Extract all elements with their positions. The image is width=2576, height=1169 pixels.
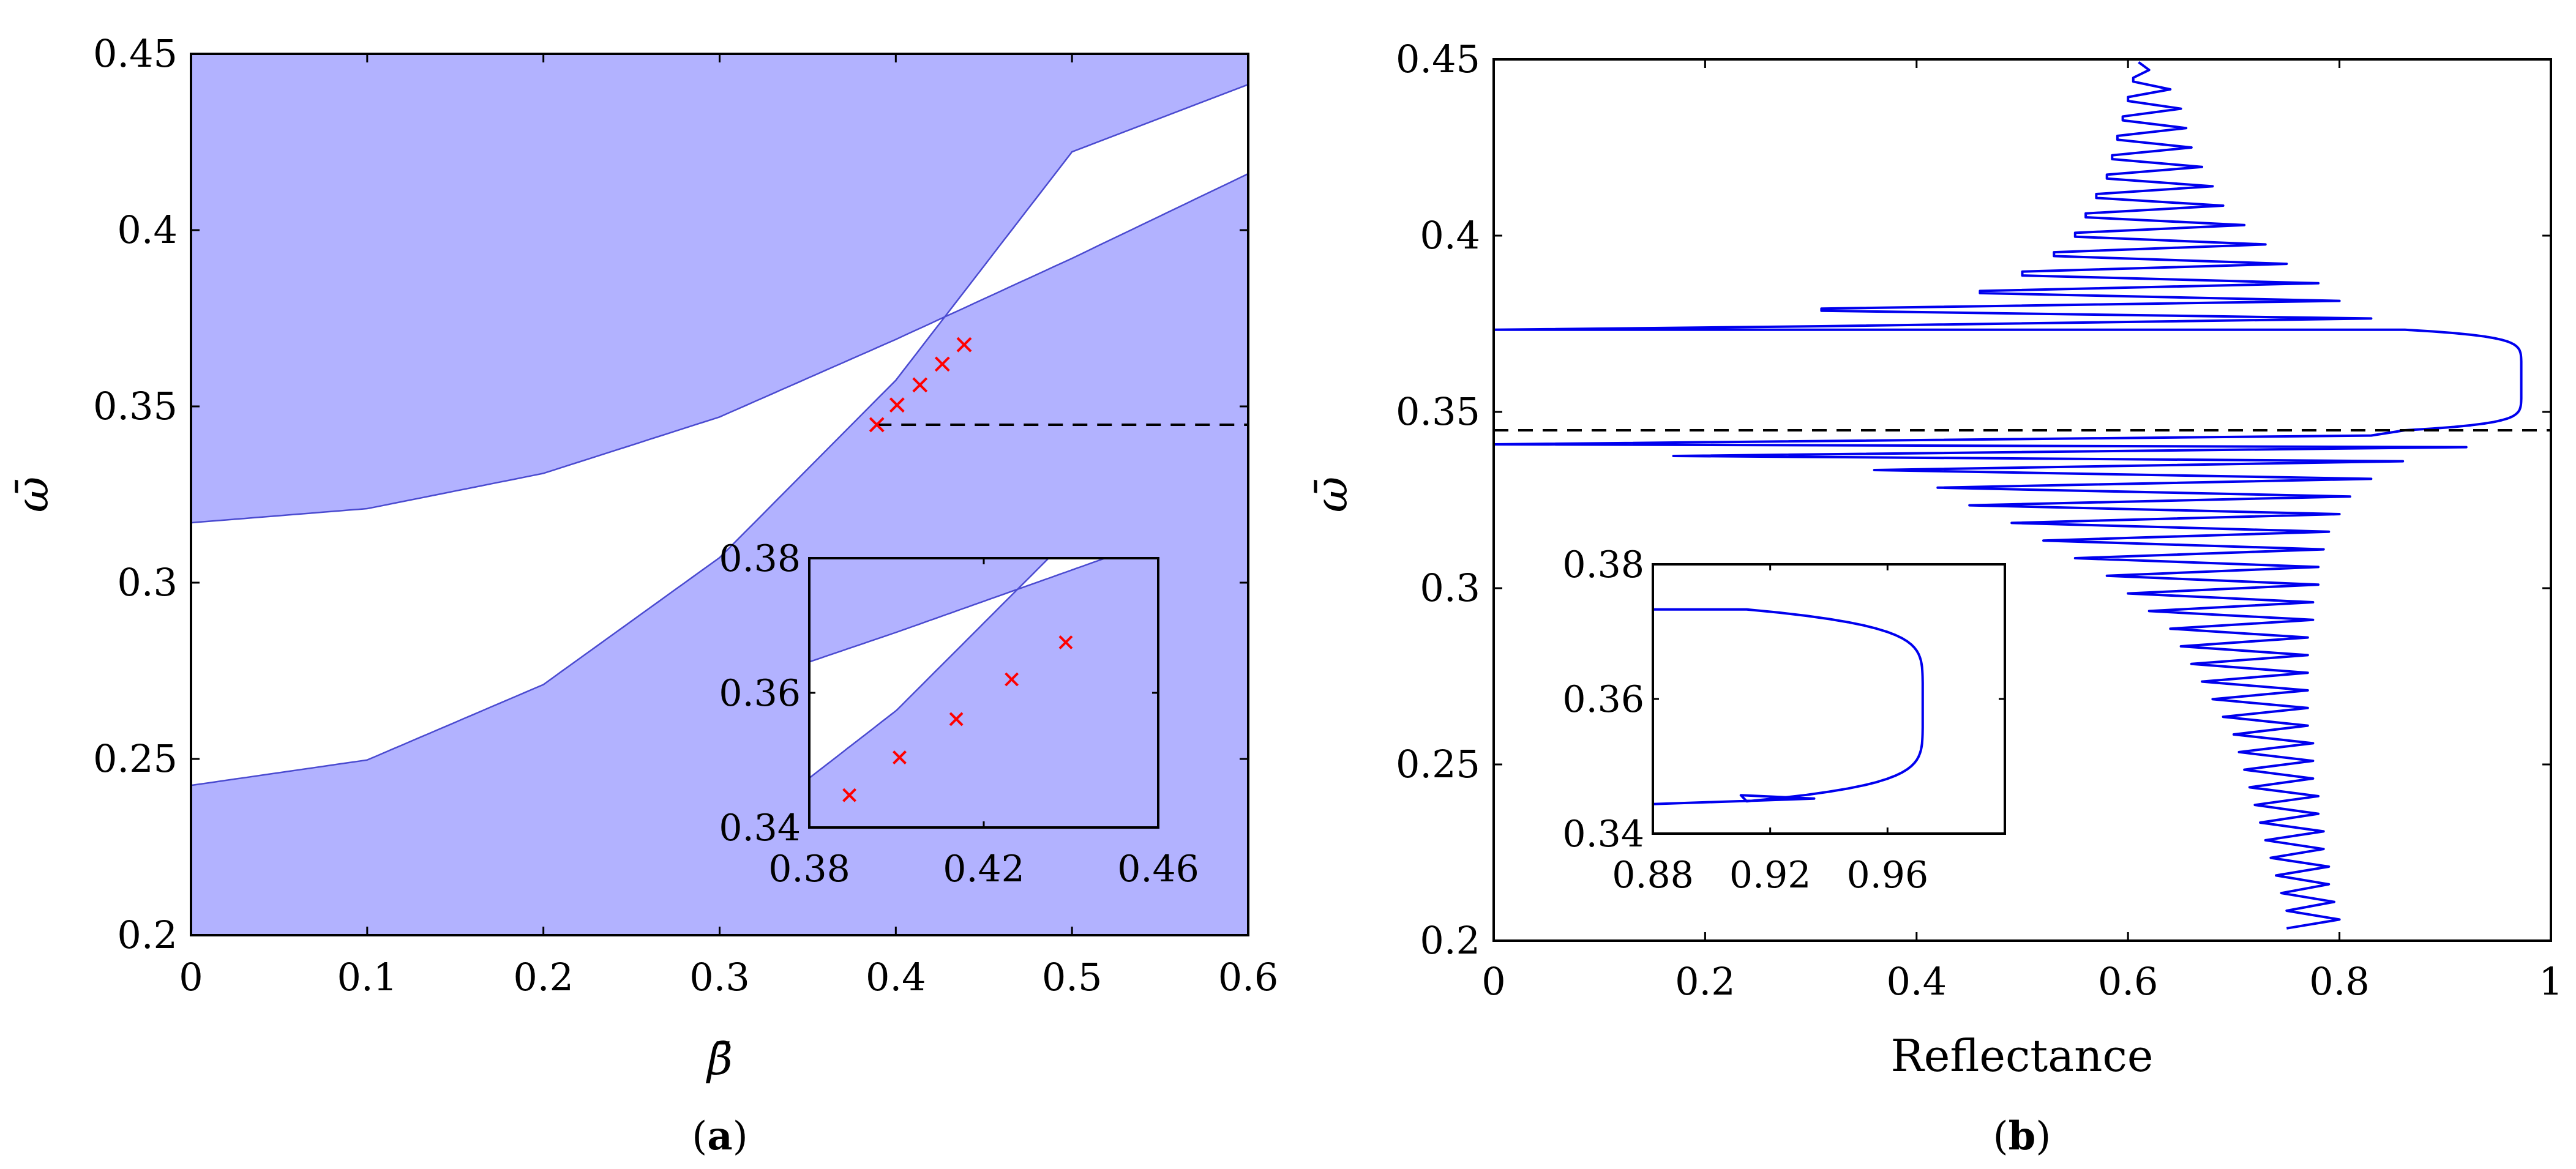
- panel-a-plot-area: [191, 54, 1248, 935]
- panel-b-y-tick-label: 0.3: [1420, 566, 1480, 610]
- panel-a-caption: (a): [692, 1113, 747, 1159]
- panel-b-reflectance-curve: [1494, 61, 2523, 930]
- panel-a-y-tick-label: 0.3: [117, 560, 178, 605]
- panel-b-inset-x-tick-label: 0.88: [1612, 854, 1694, 897]
- panel-a-inset-band-gap: [809, 558, 1107, 779]
- panel-a-x-ticks: 0 0.1 0.2 0.3 0.4 0.5 0.6: [179, 54, 1278, 999]
- panel-a-marker: [934, 356, 950, 372]
- panel-b-inset-y-tick-label: 0.36: [1562, 678, 1644, 721]
- panel-a-inset-y-tick-label: 0.38: [719, 537, 801, 580]
- panel-b-y-tick-label: 0.4: [1420, 213, 1480, 258]
- panel-a-x-tick-label: 0: [179, 955, 203, 999]
- panel-a-inset-markers: [842, 635, 1073, 802]
- panel-a-band-gap: [191, 83, 1248, 786]
- panel-b-inset-x-tick-label: 0.96: [1847, 854, 1929, 897]
- panel-b-y-tick-label: 0.2: [1420, 918, 1480, 963]
- panel-a-x-tick-label: 0.1: [337, 955, 398, 999]
- panel-b-x-tick-label: 1: [2539, 959, 2563, 1004]
- panel-b-inset-x-ticks: 0.88 0.92 0.96: [1612, 564, 1928, 897]
- panel-b-y-tick-label: 0.45: [1396, 37, 1480, 81]
- panel-b-caption: (b): [1993, 1113, 2051, 1159]
- panel-b-x-tick-label: 0: [1481, 959, 1505, 1004]
- panel-a-inset: 0.38 0.42 0.46 0.34 0.36 0.38: [719, 537, 1199, 891]
- panel-a-caption-letter: a: [707, 1113, 732, 1159]
- panel-a-x-tick-label: 0.5: [1042, 955, 1103, 999]
- panel-a-inset-x-tick-label: 0.42: [943, 848, 1025, 891]
- panel-a-inset-y-ticks: 0.34 0.36 0.38: [719, 537, 1158, 850]
- panel-a-marker: [889, 397, 905, 413]
- panel-a-inset-x-ticks: 0.38 0.42 0.46: [768, 558, 1199, 891]
- panel-b-plot-area: [1494, 61, 2551, 930]
- panel-a-y-tick-label: 0.4: [117, 207, 178, 252]
- panel-b-frame: [1492, 58, 2552, 942]
- panel-a-y-tick-label: 0.35: [93, 384, 178, 428]
- panel-a-y-tick-label: 0.2: [117, 913, 178, 957]
- panel-a-y-tick-label: 0.45: [93, 31, 178, 76]
- panel-b-x-tick-label: 0.6: [2098, 959, 2159, 1004]
- panel-b-inset-x-tick-label: 0.92: [1729, 854, 1811, 897]
- panel-a-marker: [912, 377, 928, 393]
- panel-a: 0 0.1 0.2 0.3 0.4 0.5 0.6 0.2 0.25 0.3 0.35 0.4 0.4…: [7, 31, 1278, 1159]
- panel-a-x-tick-label: 0.3: [689, 955, 750, 999]
- panel-a-inset-x-tick-label: 0.38: [768, 848, 850, 891]
- panel-a-x-tick-label: 0.6: [1218, 955, 1279, 999]
- panel-b-y-tick-label: 0.35: [1396, 389, 1480, 434]
- panel-b-inset-background: [1653, 564, 2005, 834]
- panel-a-inset-y-tick-label: 0.34: [719, 807, 801, 850]
- panel-a-inset-marker: [893, 750, 907, 765]
- panel-b-x-tick-label: 0.2: [1675, 959, 1735, 1004]
- panel-a-inset-x-tick-label: 0.46: [1117, 848, 1199, 891]
- panel-b-y-axis-label: ω̄: [1306, 477, 1357, 513]
- panel-b-x-tick-label: 0.8: [2309, 959, 2370, 1004]
- panel-a-y-tick-label: 0.25: [93, 736, 178, 781]
- panel-b-x-ticks: 0 0.2 0.4 0.6 0.8 1: [1481, 59, 2563, 1004]
- panel-a-markers: [869, 337, 972, 433]
- panel-a-x-axis-label: β̄: [705, 1033, 733, 1085]
- panel-a-marker: [956, 337, 972, 353]
- panel-a-y-ticks: 0.2 0.25 0.3 0.35 0.4 0.45: [93, 31, 1248, 957]
- panel-a-inset-marker: [842, 788, 856, 802]
- panel-b-inset-y-ticks: 0.34 0.36 0.38: [1562, 543, 2005, 856]
- panel-b-y-tick-label: 0.25: [1396, 742, 1480, 786]
- panel-b-x-axis-label: Reflectance: [1891, 1030, 2154, 1081]
- panel-b-inset-curve: [1653, 608, 1924, 805]
- panel-b-caption-letter: b: [2009, 1113, 2036, 1159]
- panel-a-x-tick-label: 0.4: [866, 955, 926, 999]
- panel-a-marker: [869, 417, 885, 433]
- panel-a-inset-marker: [1058, 635, 1073, 649]
- panel-b: 0 0.2 0.4 0.6 0.8 1 0.20.250.30.350.40.45 Ref…: [1306, 37, 2563, 1159]
- panel-a-inset-marker: [949, 712, 964, 726]
- panel-b-inset-y-tick-label: 0.38: [1562, 543, 1644, 586]
- panel-a-inset-marker: [1005, 672, 1019, 687]
- panel-b-y-ticks: 0.2 0.25 0.3 0.35 0.4 0.45: [1396, 37, 2551, 963]
- panel-a-y-axis-label: ω̄: [7, 477, 58, 513]
- panel-a-x-tick-label: 0.2: [513, 955, 574, 999]
- panel-a-inset-y-tick-label: 0.36: [719, 672, 801, 715]
- panel-b-inset: 0.88 0.92 0.96 0.34 0.36 0.38: [1562, 543, 2006, 897]
- panel-b-inset-y-tick-label: 0.34: [1562, 813, 1644, 856]
- panel-b-x-tick-label: 0.4: [1886, 959, 1947, 1004]
